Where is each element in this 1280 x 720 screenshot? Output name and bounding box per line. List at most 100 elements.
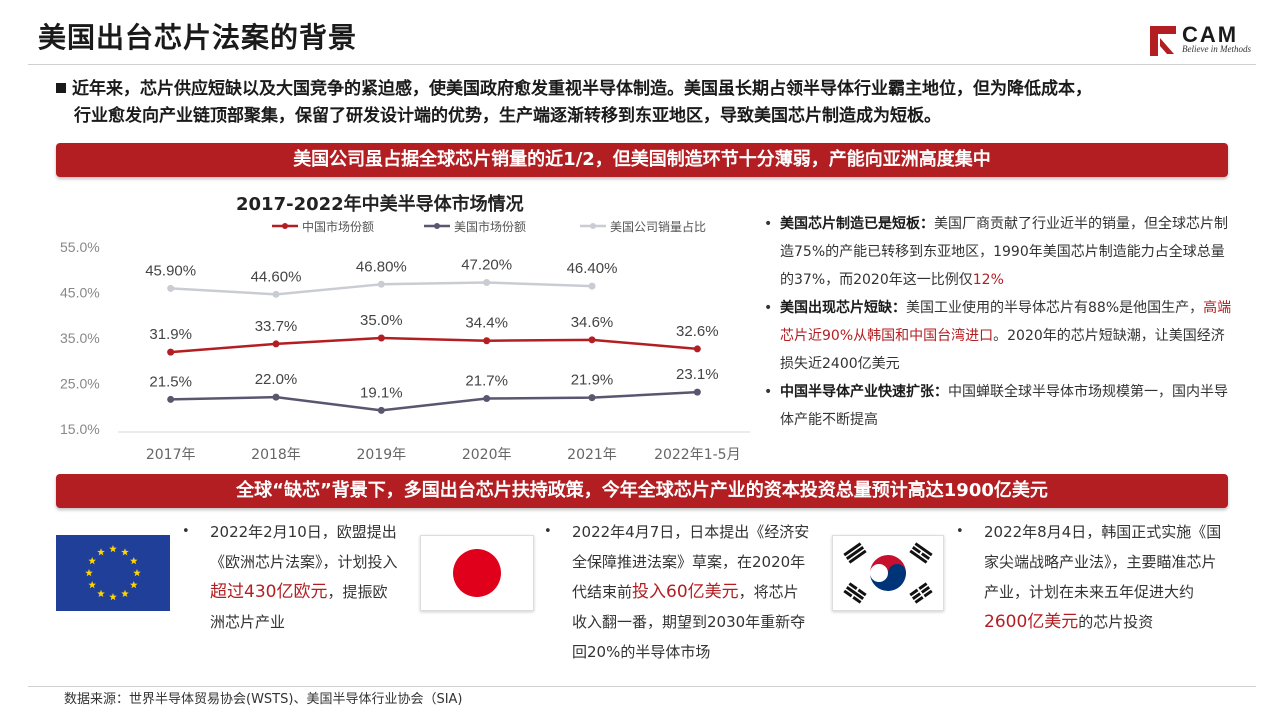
eu-star-icon <box>121 589 129 598</box>
x-tick-label: 2020年 <box>462 447 512 463</box>
data-point <box>588 394 596 402</box>
legend-label: 美国市场份额 <box>454 219 526 234</box>
bullet-dot-icon: • <box>764 216 773 232</box>
policy-highlight: 2600亿美元 <box>984 612 1079 632</box>
key-point-text: 中国蝉联全球半导体市场规模第一，国内半导体产能不断提高 <box>780 384 1228 428</box>
data-point <box>167 395 175 403</box>
intro-line-1: 近年来，芯片供应短缺以及大国竞争的紧迫感，使美国政府愈发重视半导体制造。美国虽长… <box>72 79 1092 99</box>
chart-title: 2017-2022年中美半导体市场情况 <box>236 194 524 215</box>
x-tick-label: 2021年 <box>567 447 617 463</box>
legend-marker <box>434 223 440 229</box>
legend-label: 中国市场份额 <box>302 219 374 234</box>
y-tick-label: 55.0% <box>60 239 100 255</box>
bullet-dot-icon: • <box>764 384 773 400</box>
japan-sun <box>453 549 501 597</box>
data-label: 44.60% <box>251 268 302 285</box>
data-label: 33.7% <box>255 318 298 335</box>
eu-star-icon <box>109 593 117 601</box>
data-label: 45.90% <box>145 262 196 279</box>
eu-star-icon <box>88 557 97 565</box>
data-point <box>377 334 385 342</box>
bullet-dot-icon: • <box>764 300 773 316</box>
bullet-dot-icon: • <box>182 524 190 539</box>
key-point-item: • 美国芯片制造已是短板：美国厂商贡献了行业近半的销量，但全球芯片制造75%的产… <box>762 210 1232 294</box>
chart-svg: 55.0% 45.0% 35.0% 25.0% 15.0% 2017年 2018年 2019年… <box>60 219 750 463</box>
data-label: 35.0% <box>360 312 403 329</box>
policy-text: 2022年4月7日，日本提出《经济安全保障推进法案》草案，在2020年代结束前 <box>572 523 810 601</box>
policy-highlight: 超过430亿欧元 <box>210 582 328 602</box>
legend-label: 美国公司销量占比 <box>610 219 706 234</box>
policy-text: 2022年8月4日，韩国正式实施《国家尖端战略产业法》，主要瞄准芯片产业，计划在… <box>984 523 1222 601</box>
data-label: 47.20% <box>461 256 512 273</box>
data-point <box>272 290 280 298</box>
eu-star-icon <box>121 548 129 556</box>
eu-stars <box>85 545 141 601</box>
square-bullet-icon <box>56 83 66 93</box>
legend-marker <box>590 223 596 229</box>
key-point-title: 美国芯片制造已是短板： <box>780 216 934 232</box>
key-point-text-tail: 。2020年的芯片短缺潮，让美国经济损失近2400亿美元 <box>780 328 1225 372</box>
japan-flag-icon <box>420 535 534 611</box>
data-point <box>377 406 385 414</box>
eu-flag-icon <box>56 535 170 611</box>
data-label: 46.40% <box>567 260 618 277</box>
intro-paragraph: 近年来，芯片供应短缺以及大国竞争的紧迫感，使美国政府愈发重视半导体制造。美国虽长… <box>56 76 1246 130</box>
data-point <box>588 282 596 290</box>
key-point-title: 美国出现芯片短缺： <box>780 300 906 316</box>
data-point <box>272 393 280 401</box>
data-point <box>693 345 701 353</box>
data-point <box>693 388 701 396</box>
data-label: 21.7% <box>465 373 508 390</box>
eu-star-icon <box>85 569 93 577</box>
eu-star-icon <box>129 581 138 589</box>
intro-line-2: 行业愈发向产业链顶部聚集，保留了研发设计端的优势，生产端逐渐转移到东亚地区，导致… <box>74 106 941 126</box>
policy-text-tail: ，提振欧洲芯片产业 <box>210 583 388 631</box>
x-tick-label: 2019年 <box>357 447 407 463</box>
logo-tagline: Believe in Methods <box>1182 44 1251 54</box>
korea-taeguk <box>843 542 933 604</box>
data-label: 34.6% <box>571 314 614 331</box>
policy-text-tail: 的芯片投资 <box>1078 613 1154 631</box>
data-label: 21.9% <box>571 372 614 389</box>
x-tick-label: 2022年1-5月 <box>654 447 741 463</box>
data-point <box>377 280 385 288</box>
data-point <box>588 336 596 344</box>
policy-eu: • 2022年2月10日，欧盟提出《欧洲芯片法案》，计划投入超过430亿欧元，提… <box>182 517 400 637</box>
key-point-highlight: 高端芯片近90%从韩国和中国台湾进口 <box>780 300 1232 344</box>
key-points-list: • 美国芯片制造已是短板：美国厂商贡献了行业近半的销量，但全球芯片制造75%的产… <box>762 210 1232 434</box>
eu-star-icon <box>109 545 117 553</box>
x-tick-label: 2018年 <box>251 447 301 463</box>
series-line <box>170 390 698 412</box>
eu-star-icon <box>88 581 97 589</box>
y-tick-label: 15.0% <box>60 421 100 437</box>
y-tick-label: 35.0% <box>60 330 100 346</box>
page-title: 美国出台芯片法案的背景 <box>38 21 358 54</box>
cam-logo: CAM Believe in Methods <box>1148 22 1258 56</box>
data-source-note: 数据来源：世界半导体贸易协会(WSTS)、美国半导体行业协会（SIA) <box>64 692 463 707</box>
y-tick-label: 25.0% <box>60 376 100 392</box>
data-label: 32.6% <box>676 323 719 340</box>
key-point-item: • 美国出现芯片短缺：美国工业使用的半导体芯片有88%是他国生产，高端芯片近90… <box>762 294 1232 378</box>
data-label: 22.0% <box>255 371 298 388</box>
logo-text: CAM <box>1182 22 1239 47</box>
bullet-dot-icon: • <box>544 524 552 539</box>
data-point <box>167 348 175 356</box>
market-share-chart: 2017-2022年中美半导体市场情况 55.0% 45.0% 35.0% 25.0%… <box>40 182 760 472</box>
eu-star-icon <box>133 569 141 577</box>
data-point <box>483 337 491 345</box>
key-point-text: 美国厂商贡献了行业近半的销量，但全球芯片制造75%的产能已转移到东亚地区，199… <box>780 216 1228 288</box>
data-label: 31.9% <box>149 326 192 343</box>
data-label: 19.1% <box>360 384 403 401</box>
series-line <box>170 336 698 354</box>
data-label: 23.1% <box>676 366 719 383</box>
section-banner-us-share: 美国公司虽占据全球芯片销量的近1/2，但美国制造环节十分薄弱，产能向亚洲高度集中 <box>56 143 1228 177</box>
eu-star-icon <box>97 589 105 598</box>
key-point-title: 中国半导体产业快速扩张： <box>780 384 948 400</box>
data-point <box>167 284 175 292</box>
key-point-text: 美国工业使用的半导体芯片有88%是他国生产， <box>906 300 1204 316</box>
korea-flag-icon <box>832 535 944 611</box>
policy-japan: • 2022年4月7日，日本提出《经济安全保障推进法案》草案，在2020年代结束… <box>544 517 812 667</box>
bullet-dot-icon: • <box>956 524 964 539</box>
data-point <box>483 278 491 286</box>
x-tick-label: 2017年 <box>146 447 196 463</box>
